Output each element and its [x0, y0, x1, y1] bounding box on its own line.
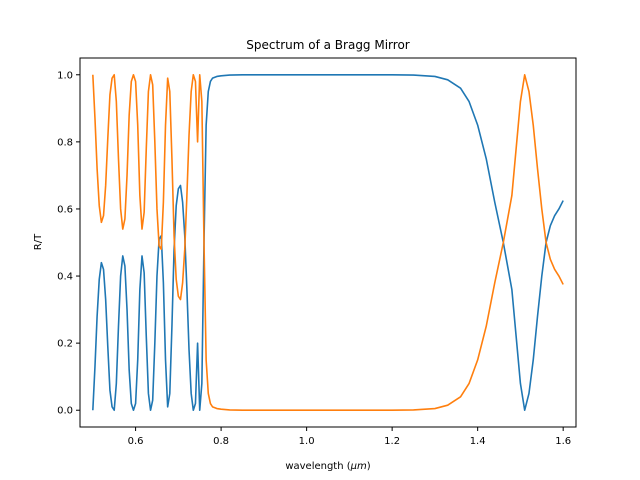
y-tick-label: 0.4 [57, 272, 73, 283]
x-axis-label-symbol: μm [350, 461, 367, 472]
y-tick-label: 1.0 [57, 70, 73, 81]
x-tick-label: 0.8 [213, 436, 229, 447]
series-layer [92, 73, 564, 412]
y-tick-label: 0.8 [57, 137, 73, 148]
y-axis-ticks: 0.0 0.2 0.4 0.6 0.8 1.0 [57, 70, 80, 417]
x-tick-label: 0.6 [128, 436, 144, 447]
y-tick-label: 0.6 [57, 204, 73, 215]
x-axis-label: wavelength (μm) [285, 461, 370, 472]
x-tick-label: 1.4 [470, 436, 486, 447]
x-tick-label: 1.6 [555, 436, 571, 447]
axes-frame [79, 57, 577, 428]
plot-area [80, 58, 576, 427]
x-axis-label-prefix: wavelength ( [285, 461, 350, 472]
y-tick-label: 0.0 [57, 406, 73, 417]
series-line-2 [92, 73, 564, 412]
x-tick-label: 1.2 [384, 436, 400, 447]
x-tick-label: 1.0 [299, 436, 315, 447]
x-axis-label-suffix: ) [367, 461, 371, 472]
x-axis-ticks: 0.6 0.8 1.0 1.2 1.4 1.6 [128, 427, 571, 447]
y-axis-label: R/T [33, 233, 44, 250]
y-tick-label: 0.2 [57, 339, 73, 350]
chart-title: Spectrum of a Bragg Mirror [246, 38, 410, 52]
